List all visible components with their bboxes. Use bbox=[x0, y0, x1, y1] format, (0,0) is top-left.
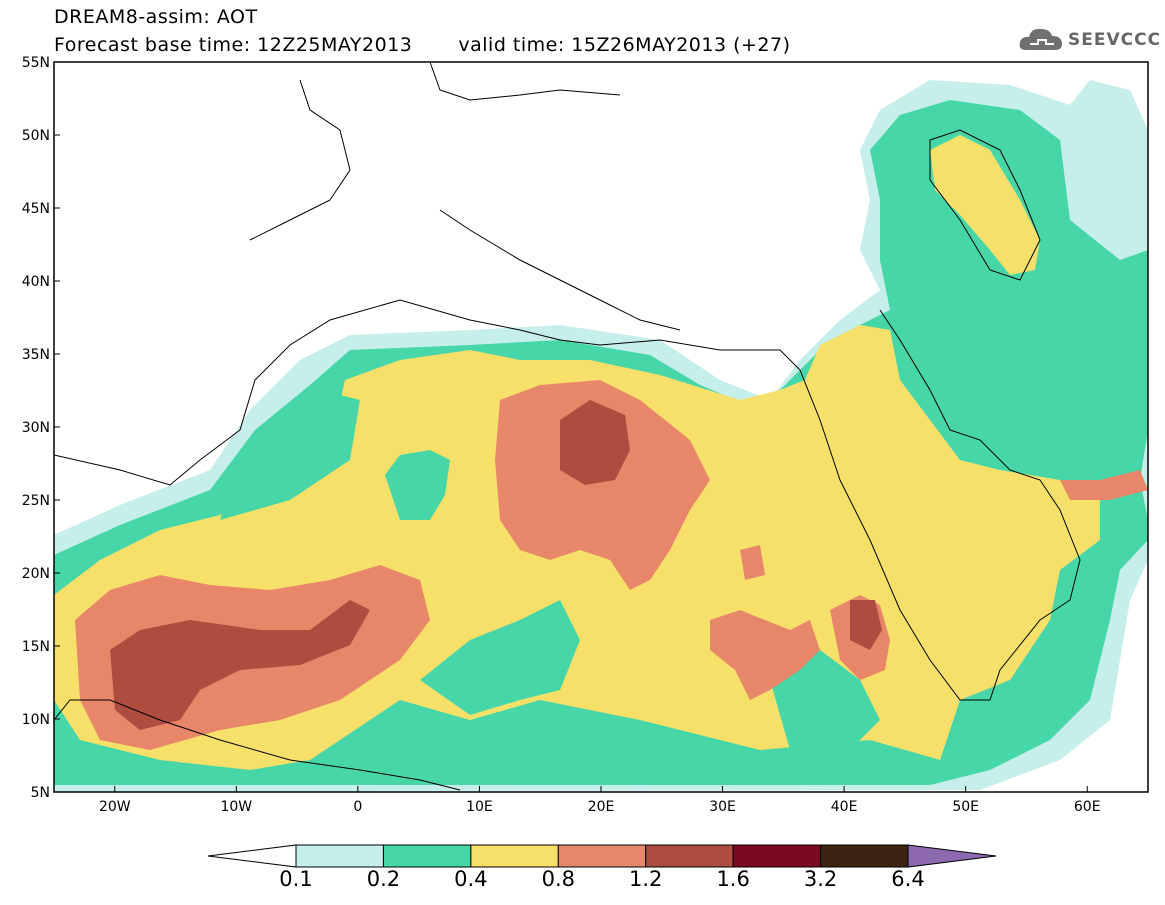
colorbar-box bbox=[382, 844, 472, 868]
contour-0.8-sudan bbox=[710, 610, 820, 700]
lon-tick-label: 0 bbox=[353, 799, 362, 815]
logo-text: SEEVCCC bbox=[1068, 30, 1162, 50]
colorbar-level-label: 6.4 bbox=[891, 867, 925, 891]
valid-time: valid time: 15Z26MAY2013 (+27) bbox=[458, 34, 791, 56]
contour-0.2-sahel bbox=[420, 600, 580, 715]
colorbar-level-label: 0.4 bbox=[454, 867, 488, 891]
contour-0.4-caspian bbox=[930, 135, 1040, 275]
lat-tick-label: 5N bbox=[31, 785, 50, 801]
lat-tick-label: 25N bbox=[22, 493, 50, 509]
colorbar-level-label: 0.1 bbox=[279, 867, 313, 891]
colorbar-box bbox=[295, 844, 384, 868]
colorbar-under-arrow bbox=[207, 844, 297, 868]
contour-1.2-libya bbox=[560, 400, 630, 485]
lat-tick-label: 30N bbox=[22, 420, 50, 436]
lat-tick-label: 45N bbox=[22, 201, 50, 217]
map-subtitle: Forecast base time: 12Z25MAY2013 valid ti… bbox=[54, 34, 791, 56]
contour-0.2-algeria bbox=[385, 450, 450, 520]
lat-tick-label: 50N bbox=[22, 128, 50, 144]
lat-tick-label: 35N bbox=[22, 347, 50, 363]
seevccc-logo: SEEVCCC bbox=[1018, 24, 1162, 56]
colorbar-over-arrow bbox=[907, 844, 997, 868]
lon-tick-label: 20W bbox=[99, 799, 131, 815]
colorbar-level-label: 1.2 bbox=[629, 867, 663, 891]
colorbar-box bbox=[645, 844, 734, 868]
contour-0.8-speck bbox=[740, 545, 765, 580]
lat-tick-label: 55N bbox=[22, 55, 50, 71]
colorbar-level-label: 0.8 bbox=[541, 867, 575, 891]
lat-tick-label: 40N bbox=[22, 274, 50, 290]
lon-tick-label: 20E bbox=[588, 799, 615, 815]
colorbar-level-label: 0.2 bbox=[366, 867, 401, 891]
contour-0.8-libya bbox=[495, 380, 710, 590]
lat-tick-label: 10N bbox=[22, 712, 50, 728]
lat-ticks: 55N 50N 45N 40N 35N 30N 25N 20N 15N 10N 5N bbox=[22, 55, 60, 801]
lon-tick-label: 10E bbox=[466, 799, 493, 815]
colorbar-box bbox=[470, 844, 559, 868]
colorbar-box bbox=[557, 844, 647, 868]
cloud-icon bbox=[1019, 28, 1062, 50]
contour-0.8-gulf bbox=[1060, 470, 1148, 500]
map-title: DREAM8-assim: AOT bbox=[54, 6, 258, 28]
aot-contours bbox=[54, 80, 1148, 792]
contour-0.2-west-sahara bbox=[220, 390, 360, 520]
contour-0.2-ethiopia bbox=[770, 650, 880, 760]
lon-tick-label: 50E bbox=[952, 799, 979, 815]
colorbar bbox=[207, 844, 997, 868]
colorbar-level-label: 3.2 bbox=[803, 867, 838, 891]
lat-tick-label: 15N bbox=[22, 639, 50, 655]
contour-1.2-eritrea bbox=[850, 600, 882, 650]
lat-tick-label: 20N bbox=[22, 566, 50, 582]
colorbar-box bbox=[820, 844, 909, 868]
colorbar-box bbox=[732, 844, 822, 868]
lon-tick-label: 60E bbox=[1074, 799, 1101, 815]
lon-tick-label: 30E bbox=[709, 799, 736, 815]
base-time: Forecast base time: 12Z25MAY2013 bbox=[54, 34, 413, 56]
coastlines bbox=[54, 62, 1081, 791]
lon-tick-label: 10W bbox=[220, 799, 252, 815]
colorbar-level-label: 1.6 bbox=[716, 867, 750, 891]
lon-tick-label: 40E bbox=[831, 799, 858, 815]
lon-ticks: 20W 10W 0 10E 20E 30E 40E 50E 60E bbox=[99, 786, 1101, 815]
contour-1.2-senegal bbox=[110, 600, 370, 730]
